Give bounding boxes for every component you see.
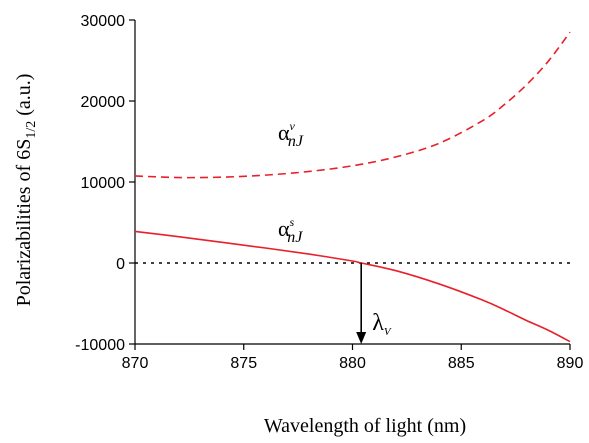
x-axis-title: Wavelength of light (nm) xyxy=(264,415,466,437)
y-tick-label: 30000 xyxy=(81,13,126,30)
y-axis-title-suffix: (a.u.) xyxy=(13,74,35,116)
x-tick-label: 890 xyxy=(557,355,584,372)
x-tick-label: 875 xyxy=(230,355,257,372)
magic-wavelength-arrow-head xyxy=(356,332,367,344)
series-line-vector xyxy=(134,31,571,179)
y-axis-title-subscript: 1/2 xyxy=(24,121,39,139)
y-tick-label: 20000 xyxy=(81,94,126,111)
y-tick-label: 10000 xyxy=(81,175,126,192)
x-tick-label: 885 xyxy=(448,355,475,372)
series-label-v: αv nJ xyxy=(278,119,304,150)
x-tick-label: 870 xyxy=(122,355,149,372)
magic-wavelength-label: λV xyxy=(372,310,392,338)
x-tick-label: 880 xyxy=(339,355,366,372)
y-tick-label: 0 xyxy=(116,256,125,273)
y-axis-title-main: Polarizabilities of 6S xyxy=(13,139,35,307)
series-line-scalar xyxy=(134,230,571,343)
series-label-s: αs nJ xyxy=(278,215,303,246)
y-tick-label: -10000 xyxy=(75,337,125,354)
svg-text:Polarizabilities of 6S1/2 (a.u: Polarizabilities of 6S1/2 (a.u.) xyxy=(13,74,39,307)
y-axis-title: Polarizabilities of 6S1/2 (a.u.) xyxy=(13,74,39,307)
